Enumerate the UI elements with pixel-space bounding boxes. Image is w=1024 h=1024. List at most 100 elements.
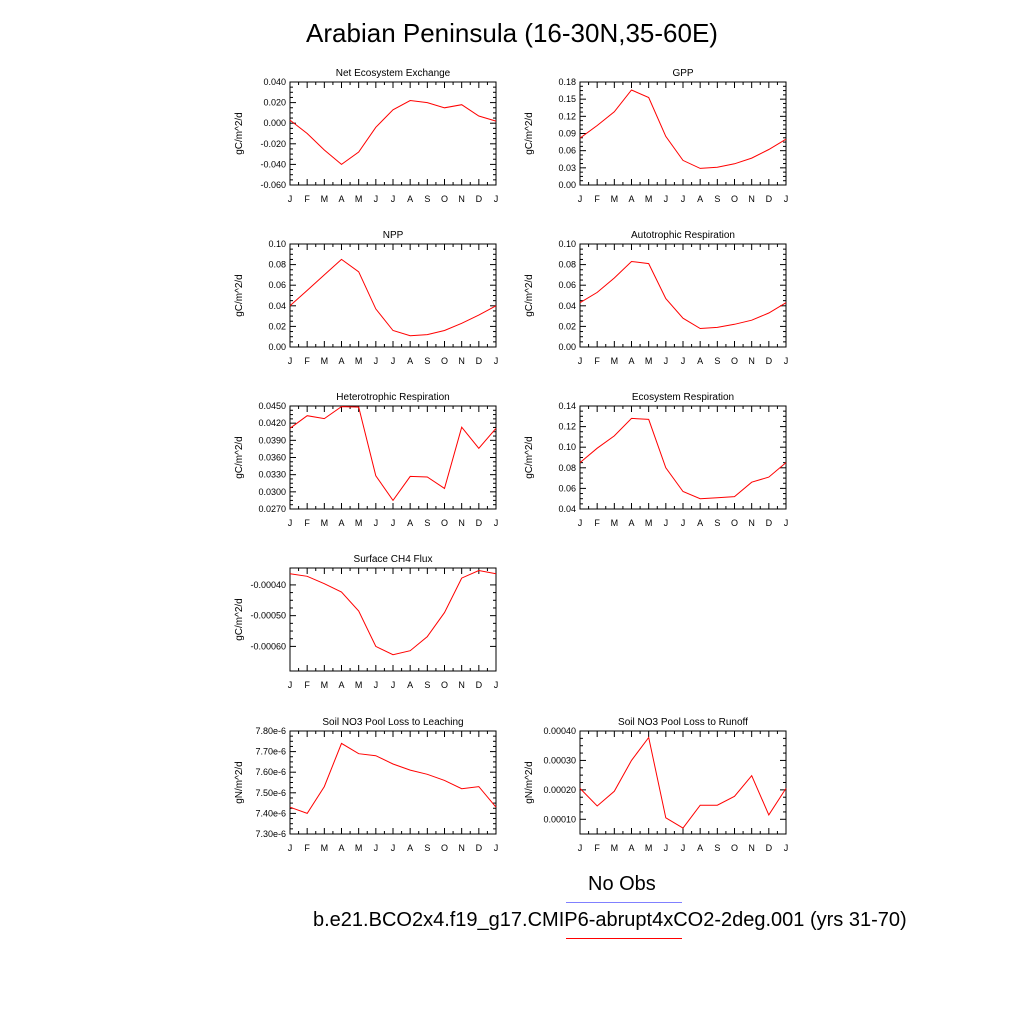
x-tick-label: S xyxy=(424,518,430,528)
x-tick-label: S xyxy=(424,843,430,853)
x-tick-label: N xyxy=(458,680,465,690)
x-tick-label: F xyxy=(594,843,600,853)
x-tick-label: S xyxy=(714,843,720,853)
x-tick-label: N xyxy=(458,518,465,528)
x-tick-label: O xyxy=(441,194,448,204)
x-tick-label: D xyxy=(766,194,773,204)
x-tick-label: S xyxy=(714,194,720,204)
series-line xyxy=(579,417,787,500)
x-tick-label: M xyxy=(645,356,653,366)
x-tick-label: O xyxy=(731,194,738,204)
x-tick-label: J xyxy=(578,194,583,204)
x-tick-label: J xyxy=(288,680,293,690)
x-tick-label: O xyxy=(441,843,448,853)
x-tick-label: A xyxy=(338,194,344,204)
y-tick-label: 0.0390 xyxy=(258,435,286,445)
y-tick-label: 0.02 xyxy=(558,321,576,331)
x-tick-label: M xyxy=(645,518,653,528)
y-tick-label: 7.60e-6 xyxy=(255,767,286,777)
y-tick-label: 0.03 xyxy=(558,163,576,173)
x-tick-label: S xyxy=(424,194,430,204)
y-tick-label: 0.020 xyxy=(263,98,286,108)
x-tick-label: N xyxy=(748,843,755,853)
x-tick-label: M xyxy=(321,356,329,366)
x-tick-label: J xyxy=(681,843,686,853)
x-tick-label: J xyxy=(494,680,499,690)
x-tick-label: A xyxy=(407,356,413,366)
x-tick-label: A xyxy=(697,843,703,853)
x-tick-label: J xyxy=(784,194,789,204)
x-tick-label: A xyxy=(407,680,413,690)
x-tick-label: J xyxy=(391,518,396,528)
x-tick-label: A xyxy=(407,518,413,528)
y-tick-label: 0.02 xyxy=(268,321,286,331)
x-tick-label: J xyxy=(288,194,293,204)
x-tick-label: J xyxy=(681,356,686,366)
y-tick-label: 0.08 xyxy=(268,260,286,270)
x-tick-label: J xyxy=(784,518,789,528)
y-tick-label: 0.0300 xyxy=(258,487,286,497)
plot-frame xyxy=(579,81,787,186)
x-tick-label: A xyxy=(697,518,703,528)
x-tick-label: N xyxy=(748,356,755,366)
x-tick-label: D xyxy=(476,680,483,690)
y-tick-label: 0.0420 xyxy=(258,418,286,428)
chart-title: Soil NO3 Pool Loss to Leaching xyxy=(322,717,463,728)
x-tick-label: J xyxy=(681,194,686,204)
y-tick-label: 0.04 xyxy=(558,504,576,514)
y-axis-label: gC/m^2/d xyxy=(234,598,245,641)
y-tick-label: 0.0360 xyxy=(258,453,286,463)
x-tick-label: J xyxy=(374,843,379,853)
x-tick-label: J xyxy=(494,356,499,366)
y-tick-label: 0.00040 xyxy=(543,726,576,736)
y-tick-label: 0.15 xyxy=(558,94,576,104)
x-tick-label: A xyxy=(697,194,703,204)
x-tick-label: J xyxy=(391,194,396,204)
series-line xyxy=(289,99,497,166)
x-tick-label: S xyxy=(714,356,720,366)
y-tick-label: 0.06 xyxy=(558,483,576,493)
x-tick-label: J xyxy=(664,843,669,853)
legend-obs-label: No Obs xyxy=(588,873,656,895)
y-axis-label: gC/m^2/d xyxy=(234,274,245,317)
series-line xyxy=(579,260,787,330)
x-tick-label: M xyxy=(321,518,329,528)
x-tick-label: A xyxy=(338,680,344,690)
plot-frame xyxy=(579,243,787,348)
chart-panel-8: Soil NO3 Pool Loss to Leaching gN/m^2/d J F… xyxy=(234,717,498,853)
series-line xyxy=(289,569,497,656)
y-tick-label: -0.00060 xyxy=(250,641,286,651)
y-tick-label: 0.12 xyxy=(558,422,576,432)
x-tick-label: J xyxy=(391,356,396,366)
plot-frame xyxy=(289,730,497,835)
y-axis-label: gC/m^2/d xyxy=(524,112,535,155)
x-tick-label: M xyxy=(321,194,329,204)
plot-frame xyxy=(289,405,497,510)
y-tick-label: 0.09 xyxy=(558,129,576,139)
x-tick-label: F xyxy=(304,843,310,853)
x-tick-label: A xyxy=(407,843,413,853)
x-tick-label: J xyxy=(494,843,499,853)
chart-title: Ecosystem Respiration xyxy=(632,392,734,403)
x-tick-label: J xyxy=(391,680,396,690)
chart-title: GPP xyxy=(672,68,693,79)
y-tick-label: 0.08 xyxy=(558,463,576,473)
y-tick-label: -0.00050 xyxy=(250,611,286,621)
x-tick-label: D xyxy=(766,518,773,528)
y-tick-label: -0.040 xyxy=(260,159,286,169)
x-tick-label: M xyxy=(355,194,363,204)
x-tick-label: J xyxy=(374,518,379,528)
x-tick-label: M xyxy=(355,356,363,366)
y-axis-label: gC/m^2/d xyxy=(234,436,245,479)
x-tick-label: D xyxy=(476,843,483,853)
x-tick-label: M xyxy=(611,356,619,366)
x-tick-label: O xyxy=(731,518,738,528)
x-tick-label: J xyxy=(374,194,379,204)
y-tick-label: 0.06 xyxy=(268,280,286,290)
x-tick-label: M xyxy=(321,680,329,690)
series-line xyxy=(289,258,497,337)
